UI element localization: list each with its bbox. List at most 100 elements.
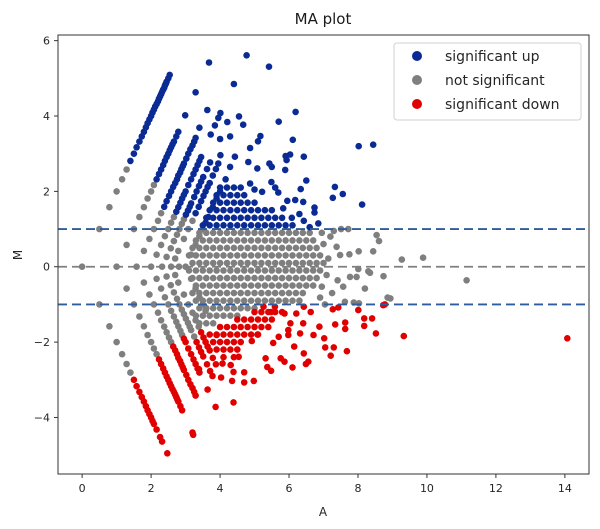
- point-not-significant: [209, 304, 217, 312]
- point-not-significant: [289, 267, 296, 274]
- point-significant-up: [244, 199, 251, 206]
- point-not-significant: [254, 237, 262, 244]
- point-not-significant: [196, 274, 203, 282]
- point-not-significant: [261, 282, 269, 289]
- point-not-significant: [223, 304, 231, 312]
- point-significant-down: [244, 323, 251, 331]
- point-significant-down: [289, 364, 296, 371]
- point-not-significant: [265, 289, 272, 297]
- point-not-significant: [192, 237, 200, 244]
- x-axis-label: A: [319, 505, 328, 519]
- point-significant-down: [247, 331, 255, 338]
- point-not-significant: [309, 237, 317, 244]
- point-significant-down: [269, 339, 277, 347]
- point-significant-down: [300, 350, 308, 357]
- point-significant-up: [231, 153, 239, 160]
- point-not-significant: [289, 297, 296, 305]
- point-not-significant: [187, 326, 195, 334]
- point-significant-down: [178, 407, 186, 414]
- axis-ticks: 0 2 4 6 8 10 12 14 −4 −2 0 2 4 6: [34, 35, 572, 495]
- point-not-significant: [258, 259, 265, 267]
- point-not-significant: [216, 244, 224, 252]
- point-significant-up: [136, 138, 143, 145]
- point-not-significant: [199, 252, 207, 259]
- point-significant-down: [203, 361, 211, 368]
- point-not-significant: [353, 273, 360, 281]
- point-not-significant: [282, 282, 289, 289]
- point-significant-up: [206, 159, 214, 166]
- point-not-significant: [271, 229, 279, 237]
- point-not-significant: [203, 304, 210, 312]
- point-significant-up: [311, 209, 318, 216]
- legend-box: [393, 42, 582, 121]
- reference-lines: [58, 228, 589, 306]
- point-not-significant: [171, 271, 179, 279]
- point-significant-up: [196, 124, 203, 131]
- y-tick-label: −2: [34, 336, 50, 349]
- point-significant-up: [195, 203, 202, 211]
- point-not-significant: [150, 181, 158, 189]
- point-not-significant: [153, 350, 160, 358]
- point-not-significant: [237, 259, 244, 267]
- point-significant-up: [127, 157, 134, 165]
- point-not-significant: [296, 252, 303, 259]
- point-not-significant: [192, 252, 200, 259]
- point-not-significant: [220, 312, 227, 320]
- point-significant-down: [223, 338, 231, 346]
- point-not-significant: [258, 289, 265, 297]
- point-significant-down: [290, 343, 298, 350]
- point-significant-down: [240, 369, 248, 376]
- point-significant-down: [331, 321, 339, 328]
- point-significant-down: [327, 352, 335, 360]
- point-significant-up: [193, 188, 200, 195]
- point-not-significant: [325, 255, 332, 262]
- point-significant-up: [216, 184, 224, 191]
- point-not-significant: [136, 213, 143, 221]
- y-tick-label: 4: [43, 110, 50, 123]
- point-not-significant: [157, 285, 165, 292]
- point-not-significant: [292, 229, 300, 237]
- point-not-significant: [328, 289, 336, 297]
- point-not-significant: [199, 297, 207, 305]
- point-significant-down: [285, 326, 292, 334]
- point-not-significant: [254, 297, 262, 305]
- point-significant-up: [243, 52, 250, 59]
- point-not-significant: [285, 259, 293, 267]
- point-not-significant: [237, 244, 244, 252]
- point-significant-down: [316, 323, 323, 331]
- point-not-significant: [147, 263, 155, 271]
- point-not-significant: [296, 267, 303, 274]
- point-significant-up: [246, 180, 254, 187]
- point-significant-down: [227, 331, 234, 338]
- point-not-significant: [203, 320, 210, 327]
- point-significant-up: [216, 214, 224, 222]
- point-not-significant: [289, 252, 296, 259]
- point-significant-up: [187, 176, 195, 183]
- point-significant-up: [223, 214, 231, 222]
- point-significant-up: [247, 206, 255, 214]
- point-significant-up: [209, 172, 217, 179]
- point-not-significant: [292, 259, 300, 267]
- point-not-significant: [345, 225, 352, 233]
- point-significant-up: [254, 222, 262, 229]
- point-significant-up: [223, 184, 231, 191]
- point-significant-down: [275, 333, 283, 341]
- point-significant-up: [166, 71, 173, 79]
- x-tick-label: 2: [148, 482, 155, 495]
- point-not-significant: [165, 225, 172, 233]
- point-not-significant: [240, 252, 248, 259]
- point-not-significant: [203, 229, 210, 237]
- point-significant-up: [197, 197, 205, 205]
- point-not-significant: [154, 309, 162, 317]
- point-significant-up: [226, 163, 234, 171]
- point-not-significant: [369, 248, 377, 255]
- point-not-significant: [170, 313, 178, 320]
- point-not-significant: [118, 350, 126, 358]
- point-not-significant: [192, 267, 200, 274]
- point-not-significant: [146, 291, 153, 298]
- point-not-significant: [240, 267, 248, 274]
- point-not-significant: [173, 295, 181, 303]
- point-significant-up: [339, 190, 347, 198]
- point-significant-up: [275, 118, 283, 125]
